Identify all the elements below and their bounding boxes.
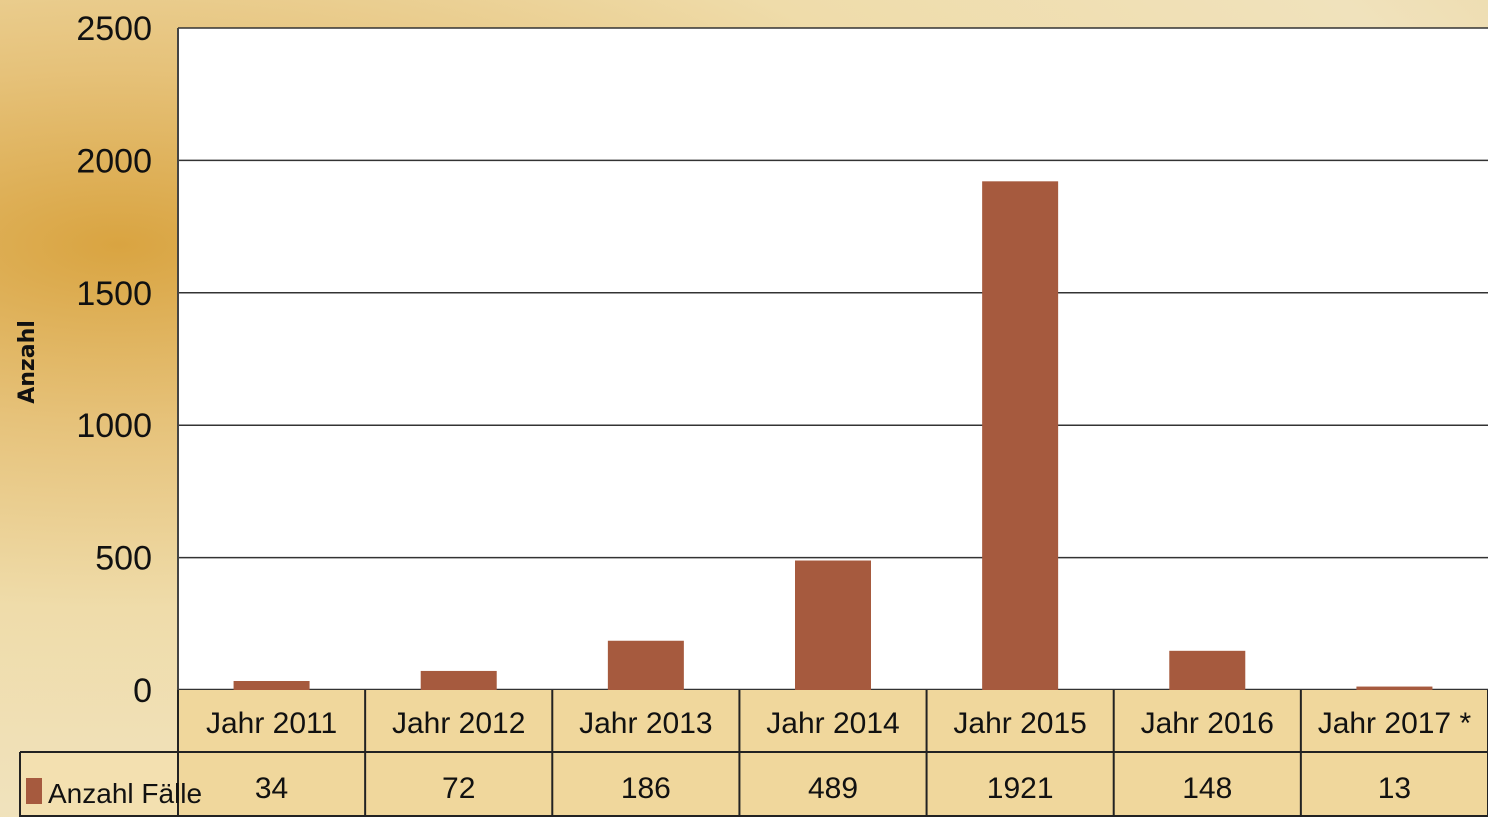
y-tick-label: 1500 (76, 275, 152, 313)
legend: Anzahl Fälle (26, 778, 202, 809)
table-background (178, 690, 1488, 817)
x-category-label: Jahr 2015 (953, 707, 1086, 740)
table-value: 489 (808, 772, 858, 805)
x-category-label: Jahr 2017 * (1318, 707, 1472, 740)
bar (233, 680, 310, 690)
bars (233, 181, 1433, 690)
y-tick-label: 2500 (76, 10, 152, 48)
legend-label: Anzahl Fälle (48, 778, 202, 809)
table-value: 186 (621, 772, 671, 805)
y-tick-label: 500 (95, 540, 152, 578)
x-category-label: Jahr 2011 (206, 707, 337, 740)
table-value: 13 (1378, 772, 1411, 805)
y-tick-label: 0 (133, 672, 152, 710)
data-table: Jahr 2011 34 Jahr 2012 72 Jahr 2013 186 Jahr 2… (19, 690, 1488, 817)
bar (1356, 686, 1433, 690)
table-value: 1921 (987, 772, 1054, 805)
x-category-label: Jahr 2012 (392, 707, 525, 740)
y-axis-ticks: 0 500 1000 1500 2000 2500 (76, 10, 152, 710)
bar (1169, 650, 1246, 690)
table-value: 148 (1182, 772, 1232, 805)
table-value: 72 (442, 772, 475, 805)
bar (607, 640, 684, 690)
y-axis-label: Anzahl (15, 320, 40, 404)
x-category-label: Jahr 2014 (766, 707, 899, 740)
table-value: 34 (255, 772, 288, 805)
y-tick-label: 2000 (76, 142, 152, 180)
x-category-label: Jahr 2013 (579, 707, 712, 740)
bar (420, 670, 497, 690)
x-category-label: Jahr 2016 (1141, 707, 1274, 740)
legend-swatch (26, 778, 42, 804)
table-header-cell (20, 752, 178, 817)
y-tick-label: 1000 (76, 407, 152, 445)
bar (795, 560, 871, 690)
bar (982, 181, 1059, 690)
